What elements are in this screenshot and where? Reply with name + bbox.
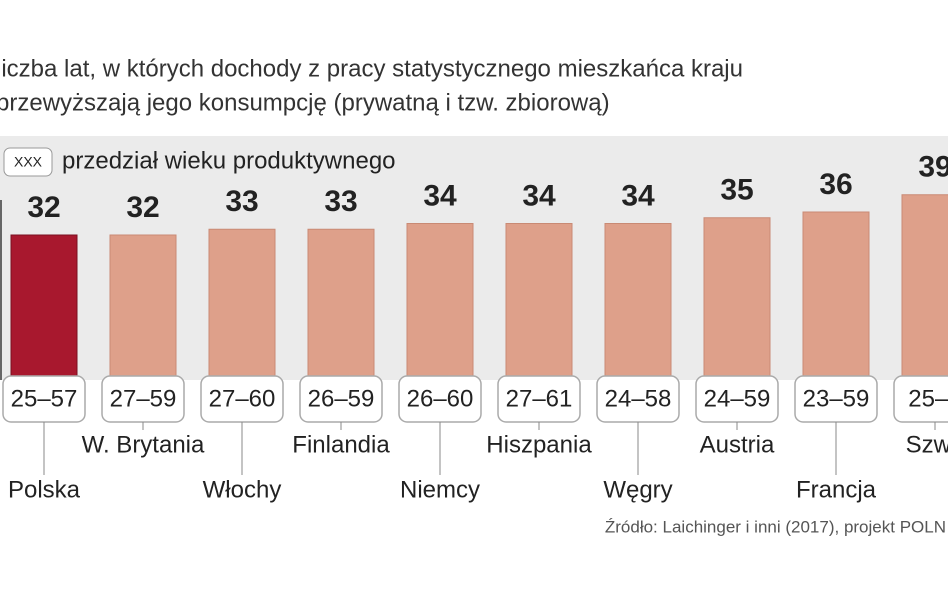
range-label: 25–6: [908, 385, 948, 412]
category-label: Szwe: [906, 431, 948, 458]
bar: [307, 228, 375, 381]
range-label: 23–59: [803, 385, 870, 412]
value-label: 32: [126, 191, 159, 224]
bar: [406, 223, 474, 381]
bar: [505, 223, 573, 381]
legend-label: przedział wieku produktywnego: [62, 147, 396, 174]
bar: [703, 217, 771, 381]
value-label: 34: [621, 179, 655, 212]
range-label: 27–59: [110, 385, 177, 412]
category-label: W. Brytania: [82, 431, 205, 458]
value-label: 34: [423, 179, 457, 212]
bar: [109, 234, 177, 381]
range-label: 27–60: [209, 385, 276, 412]
value-label: 33: [324, 185, 357, 218]
category-label: Węgry: [603, 476, 672, 503]
bar: [10, 234, 78, 381]
legend-key: XXX: [14, 154, 43, 170]
category-label: Austria: [700, 431, 775, 458]
category-label: Hiszpania: [486, 431, 592, 458]
bar: [901, 194, 948, 381]
legend-key-box: [3, 147, 53, 177]
range-label: 26–60: [407, 385, 474, 412]
range-label: 26–59: [308, 385, 375, 412]
title-line: przewyższają jego konsumpcję (prywatną i…: [0, 89, 610, 116]
title-line: liczba lat, w których dochody z pracy st…: [0, 55, 743, 82]
range-label: 24–59: [704, 385, 771, 412]
value-label: 32: [27, 191, 60, 224]
value-label: 35: [720, 174, 753, 207]
bar: [604, 223, 672, 381]
range-label: 24–58: [605, 385, 672, 412]
category-label: Francja: [796, 476, 877, 503]
category-label: Polska: [8, 476, 81, 503]
source: Źródło: Laichinger i inni (2017), projek…: [605, 517, 946, 536]
category-label: Włochy: [203, 476, 282, 503]
category-label: Finlandia: [292, 431, 390, 458]
bar: [208, 228, 276, 381]
range-label: 27–61: [506, 385, 573, 412]
value-label: 34: [522, 179, 556, 212]
range-label: 25–57: [11, 385, 78, 412]
value-label: 39: [918, 151, 948, 184]
value-label: 33: [225, 185, 258, 218]
value-label: 36: [819, 168, 852, 201]
bar: [802, 211, 870, 381]
category-label: Niemcy: [400, 476, 480, 503]
